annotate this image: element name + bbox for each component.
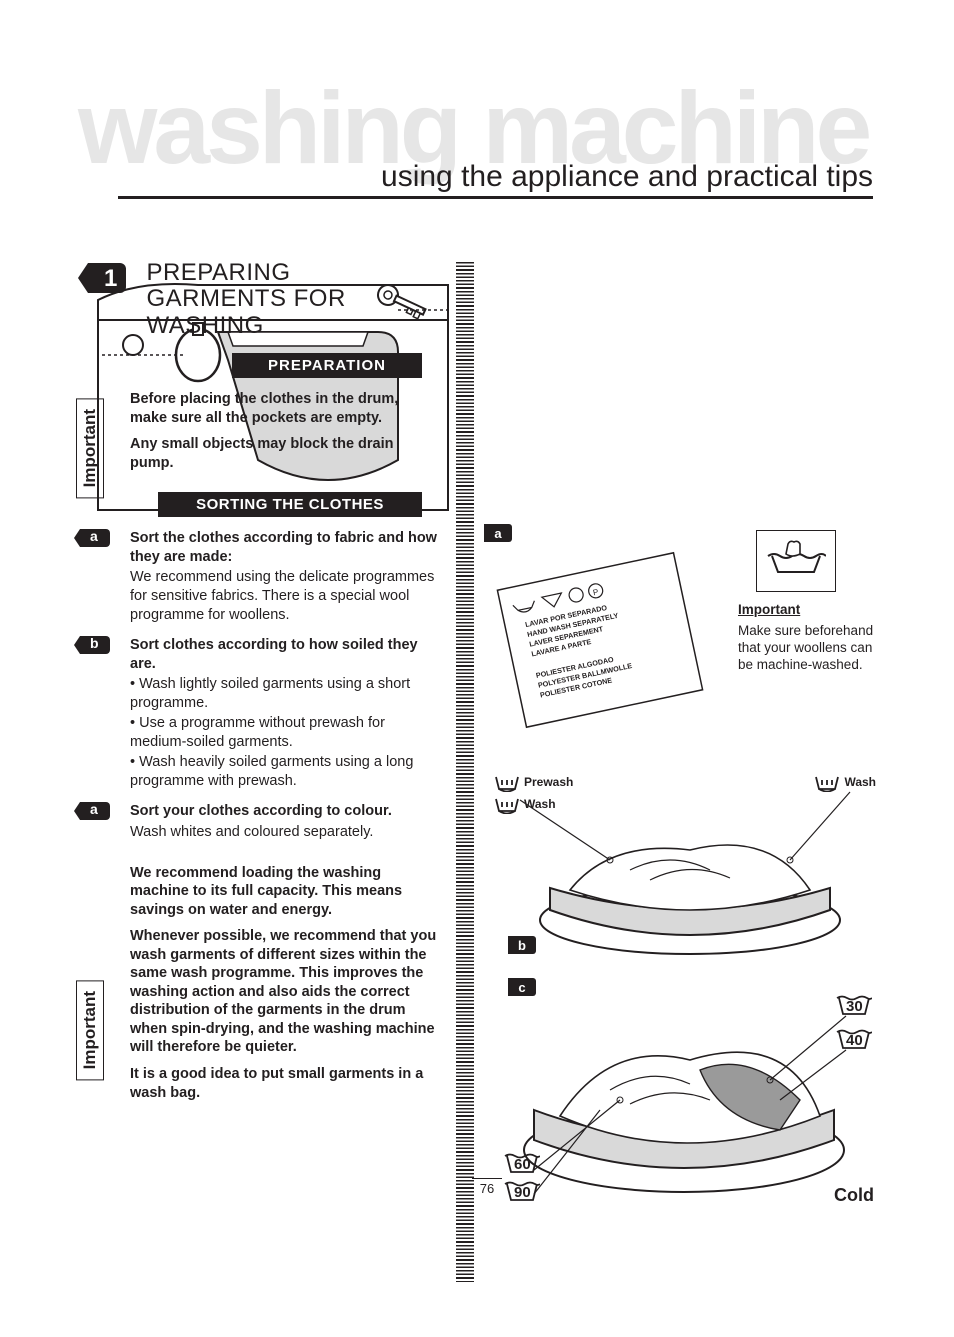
prewash-label: Prewash — [494, 774, 573, 792]
section-title: PREPARING GARMENTS FOR WASHING — [146, 260, 345, 339]
section-number: 1 — [104, 265, 117, 293]
sorting-heading: SORTING THE CLOTHES — [158, 492, 422, 517]
side-note-title: Important — [738, 602, 878, 619]
sort-item-a: a Sort the clothes according to fabric a… — [130, 529, 438, 624]
temp-40: 40 — [836, 1028, 872, 1052]
page-header: washing machine using the appliance and … — [78, 80, 878, 220]
sort-a-lead: Sort the clothes according to fabric and… — [130, 529, 438, 566]
column-divider-stripes — [456, 262, 474, 1282]
sort-b-bullet-2: • Use a programme without prewash for me… — [130, 714, 438, 751]
figure-tag-b: b — [508, 936, 536, 954]
reco-p2: Whenever possible, we recommend that you… — [130, 927, 438, 1057]
tub-icon — [814, 774, 840, 792]
sort-c-body: Wash whites and coloured separately. — [130, 823, 438, 842]
temp-30: 30 — [836, 994, 872, 1018]
sort-b-lead: Sort clothes according to how soiled the… — [130, 636, 438, 673]
care-label-illustration: a P LAVAR POR SEPARADO HAND WASH SEPARAT… — [490, 530, 710, 740]
section-subtitle: using the appliance and practical tips — [118, 160, 873, 199]
side-note-body: Make sure beforehand that your woollens … — [738, 623, 873, 672]
temp-60: 60 — [504, 1152, 540, 1176]
temperature-illustration: c 30 40 60 90 Cold — [490, 980, 878, 1210]
temp-90: 90 — [504, 1180, 540, 1204]
prep-paragraph-2: Any small objects may block the drain pu… — [130, 435, 438, 472]
handwash-icon — [766, 538, 826, 584]
preparation-heading: PREPARATION — [232, 353, 422, 378]
prewash-wash-illustration: Prewash Wash Wash b — [490, 760, 878, 960]
reco-p1: We recommend loading the washing machine… — [130, 864, 438, 920]
important-tab-2: Important — [76, 980, 104, 1080]
side-important-note: Important Make sure beforehand that your… — [738, 602, 878, 674]
important-tab: Important — [76, 398, 104, 498]
wash-label-right: Wash — [814, 774, 876, 792]
sort-a-body: We recommend using the delicate programm… — [130, 568, 438, 624]
prep-paragraph-1: Before placing the clothes in the drum, … — [130, 390, 438, 427]
sort-c-lead: Sort your clothes according to colour. — [130, 802, 438, 821]
left-column: 1 PREPARING GARMENTS FOR WASHING PREPARA… — [78, 260, 438, 1110]
sort-item-c: a Sort your clothes according to colour.… — [130, 802, 438, 841]
sort-b-bullet-3: • Wash heavily soiled garments using a l… — [130, 753, 438, 790]
preparation-text: Before placing the clothes in the drum, … — [130, 390, 438, 472]
sort-item-b: b Sort clothes according to how soiled t… — [130, 636, 438, 790]
recommendation-block: We recommend loading the washing machine… — [130, 864, 438, 1103]
figure-tag-c: c — [508, 978, 536, 996]
cold-label: Cold — [834, 1185, 874, 1206]
sort-b-bullet-1: • Wash lightly soiled garments using a s… — [130, 675, 438, 712]
figure-tag-a: a — [484, 524, 512, 542]
handwash-icon-box — [756, 530, 836, 592]
reco-p3: It is a good idea to put small garments … — [130, 1065, 438, 1102]
tub-icon — [494, 774, 520, 792]
page-number: 76 — [472, 1178, 502, 1196]
tub-icon — [494, 796, 520, 814]
wash-label-left: Wash — [494, 796, 556, 814]
